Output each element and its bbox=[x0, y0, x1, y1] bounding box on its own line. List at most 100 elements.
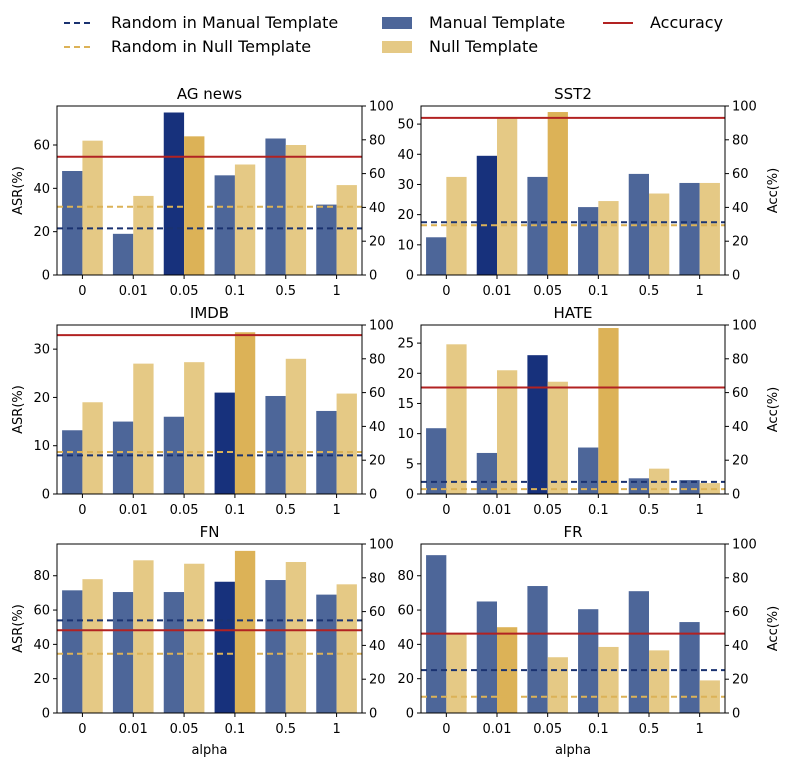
chart-fn-xtick-label-0: 0 bbox=[78, 722, 86, 737]
chart-fn-bar-manual-1 bbox=[112, 592, 134, 713]
chart-sst2-y2label: Acc(%) bbox=[766, 168, 781, 213]
chart-fn-bar-manual-5 bbox=[316, 594, 337, 713]
chart-ag-news-bar-null-1 bbox=[133, 195, 154, 275]
chart-imdb-xtick-label-5: 1 bbox=[332, 503, 340, 518]
chart-hate-frame bbox=[420, 324, 726, 495]
chart-imdb-bar-null-3 bbox=[234, 332, 256, 494]
chart-sst2-bar-manual-4 bbox=[628, 173, 649, 275]
chart-fr-bar-manual-2 bbox=[527, 586, 548, 713]
chart-sst2-y2tick-label-80: 80 bbox=[732, 133, 749, 148]
chart-imdb-xtick-label-3: 0.1 bbox=[225, 503, 246, 518]
chart-sst2-bar-null-2 bbox=[547, 112, 568, 276]
chart-ag-news-bar-manual-3 bbox=[214, 175, 235, 275]
chart-fn-bar-null-1 bbox=[133, 560, 154, 713]
chart-sst2-title: SST2 bbox=[554, 85, 592, 103]
chart-fn-y2tick-label-80: 80 bbox=[369, 571, 386, 586]
chart-ag-news-bar-manual-0 bbox=[62, 171, 83, 275]
chart-fr-xtick-label-1: 0.01 bbox=[483, 722, 512, 737]
chart-hate-bar-null-5 bbox=[699, 483, 720, 494]
chart-fn-y2tick-label-100: 100 bbox=[369, 538, 394, 553]
chart-ag-news-y2tick-label-100: 100 bbox=[369, 100, 394, 115]
chart-sst2-y2tick-label-20: 20 bbox=[732, 235, 749, 250]
chart-fr-ytick-label-20: 20 bbox=[397, 672, 414, 687]
chart-hate-y2tick-label-60: 60 bbox=[732, 386, 749, 401]
chart-fr-y2tick-label-100: 100 bbox=[732, 538, 757, 553]
chart-hate-bar-null-2 bbox=[547, 381, 568, 494]
chart-fn-bar-manual-4 bbox=[265, 580, 286, 713]
chart-fr-ytick-label-80: 80 bbox=[397, 569, 414, 584]
chart-ag-news-bar-null-3 bbox=[234, 164, 256, 275]
chart-ag-news-bar-manual-4 bbox=[265, 138, 286, 275]
chart-fn-xtick-label-3: 0.1 bbox=[225, 722, 246, 737]
chart-imdb-ytick-label-20: 20 bbox=[33, 391, 50, 406]
chart-hate-y2tick-label-0: 0 bbox=[732, 488, 740, 503]
chart-sst2-ytick-label-30: 30 bbox=[397, 178, 414, 193]
chart-fn-bar-null-4 bbox=[285, 562, 307, 713]
chart-fr-xtick-label-3: 0.1 bbox=[588, 722, 609, 737]
chart-imdb-xtick-label-4: 0.5 bbox=[275, 503, 296, 518]
chart-sst2-xtick-label-1: 0.01 bbox=[483, 284, 512, 299]
chart-hate-title: HATE bbox=[553, 304, 592, 322]
chart-imdb-bar-null-4 bbox=[285, 358, 307, 494]
chart-hate-bar-null-1 bbox=[497, 370, 518, 494]
chart-ag-news-bar-null-2 bbox=[184, 136, 205, 275]
chart-ag-news-y2tick-label-60: 60 bbox=[369, 167, 386, 182]
chart-imdb-ylabel: ASR(%) bbox=[11, 385, 26, 434]
chart-imdb-xtick-label-0: 0 bbox=[78, 503, 86, 518]
chart-sst2-xtick-label-0: 0 bbox=[442, 284, 450, 299]
chart-ag-news-xtick-label-4: 0.5 bbox=[275, 284, 296, 299]
chart-sst2-xtick-label-5: 1 bbox=[696, 284, 704, 299]
chart-sst2-bar-null-5 bbox=[699, 182, 720, 275]
chart-fr-xlabel: alpha bbox=[555, 743, 591, 758]
chart-fr-bar-null-2 bbox=[547, 657, 568, 713]
chart-sst2-frame bbox=[420, 105, 726, 276]
chart-hate-ytick-label-25: 25 bbox=[397, 337, 414, 352]
chart-sst2-ytick-label-50: 50 bbox=[397, 118, 414, 133]
chart-imdb-y2tick-label-40: 40 bbox=[369, 420, 386, 435]
chart-fr: 0 20 40 60 80 0 20 40 60 80 100 0 0.01 0.05 0.1 0.5 1 FR A… bbox=[397, 523, 781, 758]
chart-ag-news-ytick-label-60: 60 bbox=[33, 139, 50, 154]
chart-hate-ytick-label-20: 20 bbox=[397, 367, 414, 382]
chart-fr-bar-manual-4 bbox=[628, 591, 649, 713]
chart-ag-news-y2tick-label-40: 40 bbox=[369, 201, 386, 216]
chart-fr-ytick-label-40: 40 bbox=[397, 638, 414, 653]
chart-ag-news: 0 20 40 60 0 20 40 60 80 100 0 0.01 0.05 0.1 0.5 1 AG ne… bbox=[11, 85, 394, 299]
chart-fr-bar-null-4 bbox=[649, 650, 670, 713]
chart-imdb-xtick-label-1: 0.01 bbox=[119, 503, 148, 518]
chart-hate-y2label: Acc(%) bbox=[766, 387, 781, 432]
chart-sst2-ytick-label-10: 10 bbox=[397, 238, 414, 253]
chart-imdb-ytick-label-0: 0 bbox=[42, 488, 50, 503]
chart-fr-y2tick-label-40: 40 bbox=[732, 639, 749, 654]
chart-ag-news-bar-manual-2 bbox=[163, 112, 185, 275]
chart-hate-bar-manual-3 bbox=[578, 447, 599, 494]
chart-sst2-ytick-label-0: 0 bbox=[406, 269, 414, 284]
legend-label-accuracy: Accuracy bbox=[650, 13, 723, 32]
chart-imdb-bar-manual-5 bbox=[316, 410, 337, 494]
legend-label-random-in-manual-template: Random in Manual Template bbox=[111, 13, 338, 32]
chart-hate-xtick-label-2: 0.05 bbox=[533, 503, 562, 518]
chart-ag-news-ylabel: ASR(%) bbox=[11, 166, 26, 215]
legend-label-manual-template: Manual Template bbox=[429, 13, 565, 32]
chart-ag-news-title: AG news bbox=[177, 85, 242, 103]
chart-fn-frame bbox=[56, 543, 363, 714]
chart-fn-xtick-label-5: 1 bbox=[332, 722, 340, 737]
chart-ag-news-bar-null-4 bbox=[285, 145, 307, 275]
chart-sst2-xtick-label-4: 0.5 bbox=[639, 284, 660, 299]
chart-fn-bar-null-3 bbox=[234, 550, 256, 713]
chart-fn-y2tick-label-0: 0 bbox=[369, 707, 377, 722]
chart-fr-xtick-label-0: 0 bbox=[442, 722, 450, 737]
chart-sst2-y2tick-label-40: 40 bbox=[732, 201, 749, 216]
chart-fr-title: FR bbox=[563, 523, 582, 541]
chart-fn-bar-null-0 bbox=[82, 579, 103, 713]
chart-sst2-bar-manual-3 bbox=[578, 207, 599, 275]
chart-hate-xtick-label-3: 0.1 bbox=[588, 503, 609, 518]
chart-hate: 0 5 10 15 20 25 0 20 40 60 80 100 0 0.01 0.05 0.1 0.5 1 HA… bbox=[397, 304, 781, 518]
chart-fn: 0 20 40 60 80 0 20 40 60 80 100 0 0.01 0.05 0.1 0.5 1 FN A… bbox=[11, 523, 394, 758]
chart-ag-news-xtick-label-3: 0.1 bbox=[225, 284, 246, 299]
chart-imdb-y2tick-label-60: 60 bbox=[369, 386, 386, 401]
chart-fr-y2tick-label-0: 0 bbox=[732, 707, 740, 722]
chart-sst2-bar-manual-2 bbox=[527, 176, 548, 275]
chart-ag-news-bar-manual-5 bbox=[316, 204, 337, 275]
chart-ag-news-xtick-label-2: 0.05 bbox=[170, 284, 199, 299]
